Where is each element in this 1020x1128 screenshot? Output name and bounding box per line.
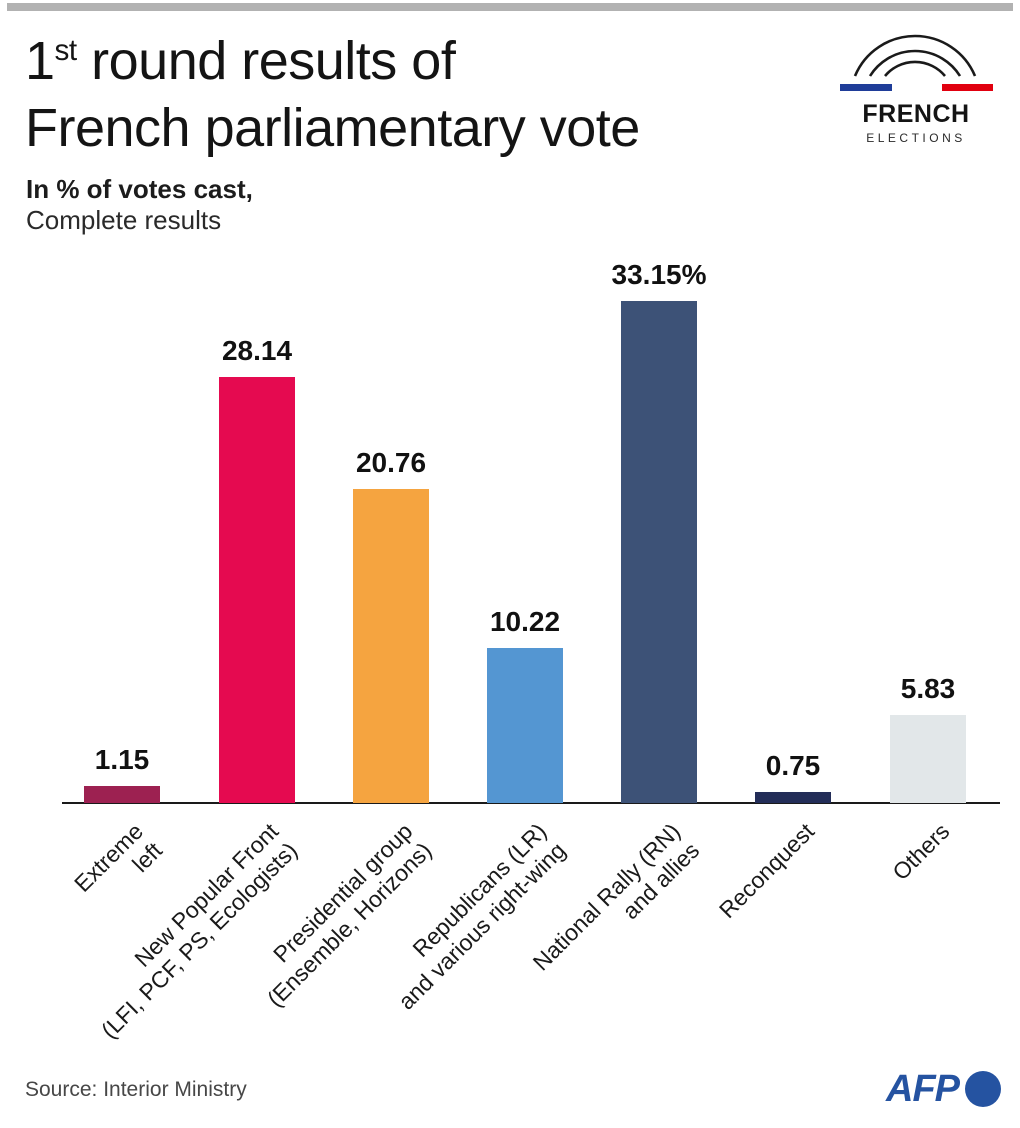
source-note: Source: Interior Ministry [25,1078,247,1101]
category-label: Reconquest [714,818,820,924]
bar-value-label: 1.15 [94,744,150,775]
bar-value-label: 0.75 [765,750,821,781]
bar-1 [219,377,295,803]
afp-wordmark: AFP [886,1068,960,1110]
hemicycle-icon [840,34,993,91]
bar-value-label: 5.83 [900,673,956,704]
title-ordinal: st [54,34,78,67]
bar-5 [755,792,831,803]
bar-value-label: 28.14 [221,335,293,366]
bar-4 [621,301,697,803]
flag-red-bar [942,84,993,91]
afp-circle-icon [965,1071,1001,1107]
hemicycle-arcs [853,34,977,77]
chart-subtitle: In % of votes cast, Complete results [26,174,253,236]
logo-word-french: FRENCH [862,100,970,128]
page-title: 1st round results of French parliamentar… [25,28,640,162]
x-axis-line [62,802,1000,804]
bar-3 [487,648,563,803]
title-rest: round results of [76,31,456,91]
logo-word-elections: ELECTIONS [866,131,966,145]
top-divider-bar [7,3,1013,11]
bar-value-label: 10.22 [489,606,561,637]
subtitle-bold: In % of votes cast, [26,174,253,204]
french-elections-logo: FRENCH ELECTIONS [836,28,996,145]
bar-6 [890,715,966,803]
subtitle-light: Complete results [26,205,222,235]
page-title-line2: French parliamentary vote [25,98,640,158]
title-number: 1 [25,31,55,91]
category-label: Extreme left [69,818,168,897]
flag-blue-bar [840,84,892,91]
bar-value-label: 33.15% [611,259,707,290]
category-label: Others [887,818,955,886]
page-title-line1: 1st round results of [25,28,640,95]
afp-logo: AFP [886,1070,1001,1108]
bar-2 [353,489,429,803]
bar-0 [84,786,160,803]
bar-value-label: 20.76 [355,447,427,478]
